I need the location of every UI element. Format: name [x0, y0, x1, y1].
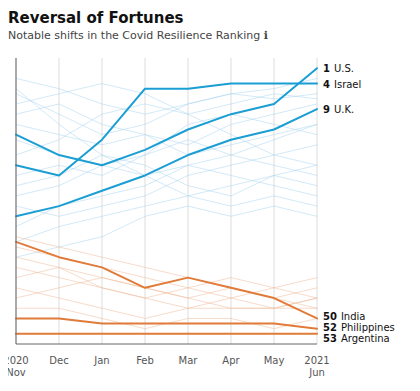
svg-text:52Philippines: 52Philippines	[323, 322, 395, 333]
svg-text:2020Nov: 2020Nov	[8, 355, 29, 378]
svg-text:Mar: Mar	[179, 355, 199, 366]
svg-text:1U.S.: 1U.S.	[323, 63, 354, 74]
svg-text:9U.K.: 9U.K.	[323, 104, 354, 115]
svg-text:Feb: Feb	[136, 355, 154, 366]
svg-text:53Argentina: 53Argentina	[323, 333, 390, 344]
html-text:Notable shifts in the Covid Re: Notable shifts in the Covid Resilience R…	[8, 29, 268, 42]
svg-text:Jan: Jan	[93, 355, 109, 366]
svg-text:50India: 50India	[323, 311, 365, 322]
svg-text:2021Jun: 2021Jun	[304, 355, 329, 378]
svg-text:4Israel: 4Israel	[323, 78, 361, 89]
html-text:Reversal of Fortunes: Reversal of Fortunes	[8, 9, 184, 27]
svg-text:Apr: Apr	[222, 355, 240, 366]
svg-text:Dec: Dec	[49, 355, 68, 366]
svg-text:May: May	[264, 355, 285, 366]
